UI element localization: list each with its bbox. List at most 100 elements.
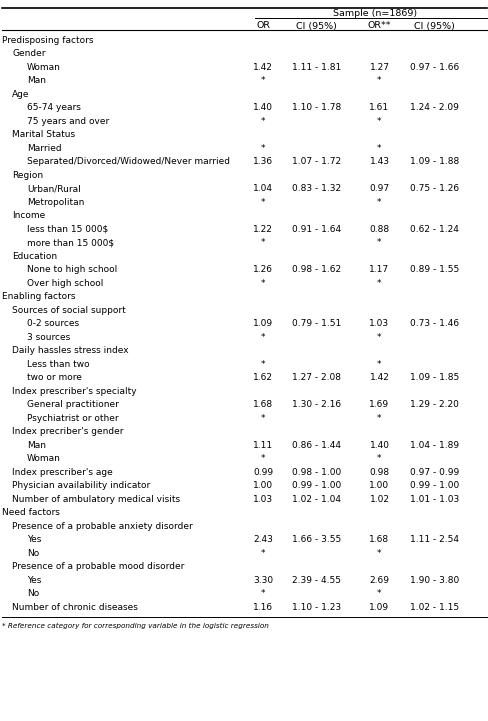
Text: Metropolitan: Metropolitan	[27, 198, 84, 207]
Text: *: *	[376, 278, 381, 288]
Text: two or more: two or more	[27, 373, 81, 382]
Text: None to high school: None to high school	[27, 265, 117, 274]
Text: Presence of a probable mood disorder: Presence of a probable mood disorder	[12, 562, 184, 571]
Text: 0.88: 0.88	[368, 225, 389, 234]
Text: 0.99 - 1.00: 0.99 - 1.00	[409, 481, 458, 490]
Text: *: *	[376, 549, 381, 557]
Text: Income: Income	[12, 211, 45, 220]
Text: 1.10 - 1.23: 1.10 - 1.23	[292, 603, 341, 611]
Text: Enabling factors: Enabling factors	[2, 292, 76, 301]
Text: Region: Region	[12, 171, 43, 180]
Text: Gender: Gender	[12, 49, 46, 58]
Text: Man: Man	[27, 441, 46, 450]
Text: *: *	[260, 589, 265, 598]
Text: 1.11 - 1.81: 1.11 - 1.81	[292, 63, 341, 71]
Text: 3.30: 3.30	[252, 575, 273, 585]
Text: 1.02 - 1.04: 1.02 - 1.04	[292, 495, 341, 504]
Text: Sample (n=1869): Sample (n=1869)	[332, 9, 416, 19]
Text: 1.62: 1.62	[253, 373, 272, 382]
Text: 1.29 - 2.20: 1.29 - 2.20	[409, 400, 458, 409]
Text: *: *	[260, 332, 265, 342]
Text: 1.27 - 2.08: 1.27 - 2.08	[292, 373, 341, 382]
Text: Index prescriber's specialty: Index prescriber's specialty	[12, 386, 137, 396]
Text: Index precriber's gender: Index precriber's gender	[12, 427, 123, 436]
Text: CI (95%): CI (95%)	[296, 22, 337, 30]
Text: *: *	[260, 198, 265, 207]
Text: OR: OR	[256, 22, 269, 30]
Text: Daily hassles stress index: Daily hassles stress index	[12, 346, 128, 355]
Text: 1.11: 1.11	[252, 441, 273, 450]
Text: Number of chronic diseases: Number of chronic diseases	[12, 603, 138, 611]
Text: Yes: Yes	[27, 575, 41, 585]
Text: 0.79 - 1.51: 0.79 - 1.51	[292, 319, 341, 328]
Text: *: *	[376, 332, 381, 342]
Text: Physician availability indicator: Physician availability indicator	[12, 481, 150, 490]
Text: 1.11 - 2.54: 1.11 - 2.54	[409, 535, 458, 544]
Text: 1.30 - 2.16: 1.30 - 2.16	[292, 400, 341, 409]
Text: 0.98 - 1.00: 0.98 - 1.00	[292, 468, 341, 477]
Text: Education: Education	[12, 252, 57, 260]
Text: 1.09 - 1.85: 1.09 - 1.85	[409, 373, 458, 382]
Text: 0-2 sources: 0-2 sources	[27, 319, 79, 328]
Text: *: *	[260, 414, 265, 423]
Text: *: *	[260, 76, 265, 85]
Text: No: No	[27, 589, 39, 598]
Text: *: *	[376, 198, 381, 207]
Text: 1.68: 1.68	[252, 400, 273, 409]
Text: 1.36: 1.36	[252, 157, 273, 166]
Text: Separated/Divorced/Widowed/Never married: Separated/Divorced/Widowed/Never married	[27, 157, 229, 166]
Text: 0.99 - 1.00: 0.99 - 1.00	[292, 481, 341, 490]
Text: Less than two: Less than two	[27, 360, 89, 368]
Text: 0.73 - 1.46: 0.73 - 1.46	[409, 319, 458, 328]
Text: 1.24 - 2.09: 1.24 - 2.09	[409, 103, 458, 112]
Text: Index prescriber's age: Index prescriber's age	[12, 468, 113, 477]
Text: 1.22: 1.22	[253, 225, 272, 234]
Text: 1.09: 1.09	[368, 603, 389, 611]
Text: 1.01 - 1.03: 1.01 - 1.03	[409, 495, 458, 504]
Text: No: No	[27, 549, 39, 557]
Text: 0.99: 0.99	[252, 468, 273, 477]
Text: 0.97 - 1.66: 0.97 - 1.66	[409, 63, 458, 71]
Text: Predisposing factors: Predisposing factors	[2, 35, 94, 45]
Text: 1.16: 1.16	[252, 603, 273, 611]
Text: Yes: Yes	[27, 535, 41, 544]
Text: 0.91 - 1.64: 0.91 - 1.64	[292, 225, 341, 234]
Text: *: *	[376, 589, 381, 598]
Text: * Reference category for corresponding variable in the logistic regression: * Reference category for corresponding v…	[2, 622, 269, 629]
Text: 1.00: 1.00	[368, 481, 389, 490]
Text: 0.86 - 1.44: 0.86 - 1.44	[292, 441, 341, 450]
Text: Marital Status: Marital Status	[12, 130, 75, 139]
Text: 1.27: 1.27	[369, 63, 388, 71]
Text: Number of ambulatory medical visits: Number of ambulatory medical visits	[12, 495, 180, 504]
Text: 2.43: 2.43	[253, 535, 272, 544]
Text: 1.09: 1.09	[252, 319, 273, 328]
Text: 1.17: 1.17	[368, 265, 389, 274]
Text: 1.69: 1.69	[368, 400, 389, 409]
Text: less than 15 000$: less than 15 000$	[27, 225, 108, 234]
Text: 1.04: 1.04	[253, 184, 272, 193]
Text: Psychiatrist or other: Psychiatrist or other	[27, 414, 118, 423]
Text: 1.02 - 1.15: 1.02 - 1.15	[409, 603, 458, 611]
Text: 0.62 - 1.24: 0.62 - 1.24	[409, 225, 458, 234]
Text: Presence of a probable anxiety disorder: Presence of a probable anxiety disorder	[12, 521, 193, 531]
Text: Urban/Rural: Urban/Rural	[27, 184, 81, 193]
Text: *: *	[260, 278, 265, 288]
Text: *: *	[376, 360, 381, 368]
Text: 1.43: 1.43	[369, 157, 388, 166]
Text: OR**: OR**	[367, 22, 390, 30]
Text: *: *	[260, 360, 265, 368]
Text: 2.39 - 4.55: 2.39 - 4.55	[292, 575, 341, 585]
Text: *: *	[260, 454, 265, 463]
Text: 2.69: 2.69	[369, 575, 388, 585]
Text: 1.42: 1.42	[253, 63, 272, 71]
Text: *: *	[376, 238, 381, 247]
Text: 0.83 - 1.32: 0.83 - 1.32	[292, 184, 341, 193]
Text: 0.75 - 1.26: 0.75 - 1.26	[409, 184, 458, 193]
Text: 1.07 - 1.72: 1.07 - 1.72	[292, 157, 341, 166]
Text: *: *	[376, 143, 381, 153]
Text: *: *	[376, 117, 381, 125]
Text: 1.09 - 1.88: 1.09 - 1.88	[409, 157, 458, 166]
Text: *: *	[376, 76, 381, 85]
Text: Man: Man	[27, 76, 46, 85]
Text: 1.04 - 1.89: 1.04 - 1.89	[409, 441, 458, 450]
